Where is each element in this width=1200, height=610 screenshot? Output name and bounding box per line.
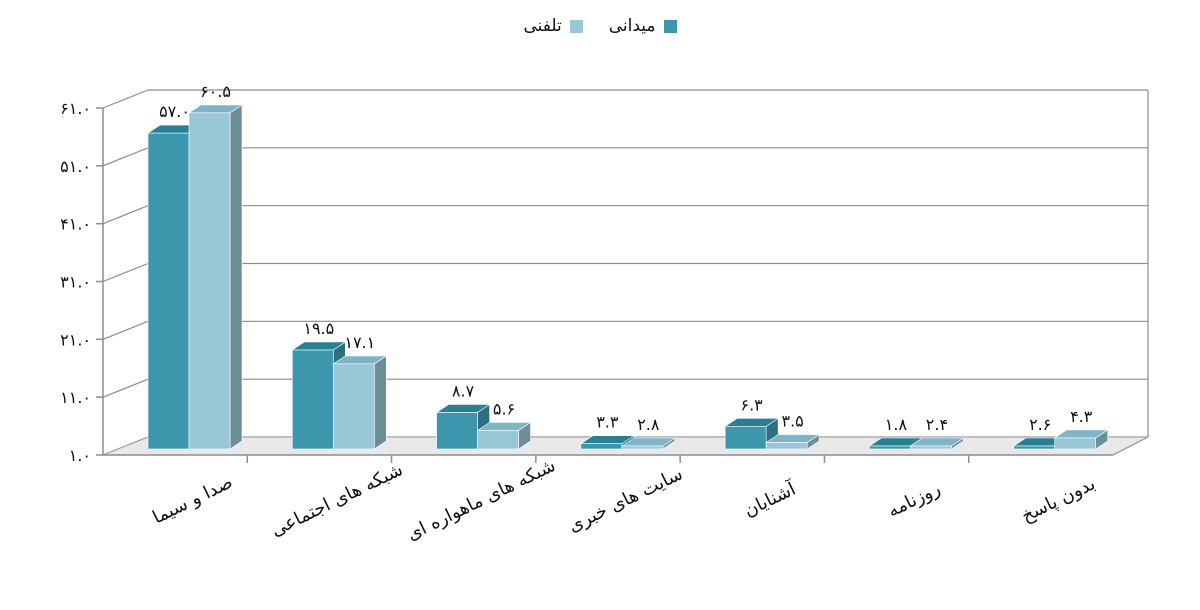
data-label: ۶۰.۵ — [200, 82, 231, 101]
x-category-label: آشنایان — [740, 476, 800, 521]
data-label: ۱۷.۱ — [344, 333, 375, 352]
data-label: ۳.۳ — [596, 413, 619, 432]
data-label: ۲.۸ — [637, 415, 660, 434]
x-category-label: سایت های خبری — [565, 463, 686, 536]
data-label: ۴.۳ — [1070, 407, 1093, 426]
bar-front-face — [1013, 445, 1056, 450]
bar-telephone — [620, 437, 676, 450]
gridline-side — [102, 262, 149, 283]
data-label: ۱۹.۵ — [303, 319, 334, 338]
x-category-label: بدون پاسخ — [1018, 473, 1098, 527]
bar-telephone — [1053, 429, 1109, 450]
bar-front-face — [724, 426, 767, 450]
bar-front-face — [1054, 437, 1097, 450]
legend-swatch-field — [663, 19, 677, 33]
data-label: ۱.۸ — [885, 415, 908, 434]
bar-front-face — [188, 112, 231, 450]
data-label: ۲.۴ — [926, 415, 948, 434]
bar-front-face — [765, 442, 808, 450]
gridline-side — [102, 89, 149, 109]
legend-label-telephone: تلفنی — [523, 16, 562, 36]
y-tick-label: ۵۱.۰ — [60, 157, 91, 176]
legend-item-field: میدانی — [609, 16, 677, 36]
bar-front-face — [580, 443, 623, 450]
gridline-side — [102, 205, 149, 225]
data-label: ۲.۶ — [1029, 415, 1051, 434]
bar-front-face — [332, 363, 375, 450]
bar-side-face — [229, 104, 243, 450]
bar-front-face — [910, 445, 952, 450]
bar-telephone — [765, 433, 821, 450]
floor-right-edge — [1112, 436, 1149, 456]
y-tick-label: ۲۱.۰ — [60, 330, 91, 349]
y-tick-label: ۱.۰ — [69, 446, 91, 465]
bar-telephone — [188, 104, 243, 450]
y-tick-label: ۶۱.۰ — [60, 99, 91, 118]
bar-front-face — [621, 445, 664, 450]
legend-swatch-telephone — [569, 19, 583, 33]
y-tick-label: ۴۱.۰ — [60, 215, 91, 234]
gridline-side — [102, 147, 149, 167]
data-label: ۵۷.۰ — [159, 102, 190, 121]
bar-telephone — [476, 421, 532, 450]
data-label: ۵.۶ — [493, 399, 515, 418]
bar-front-face — [477, 430, 519, 450]
y-tick-label: ۱۱.۰ — [60, 388, 91, 407]
legend: تلفنی میدانی — [0, 16, 1200, 36]
bar-front-face — [147, 132, 190, 450]
x-category-label: صدا و سیما — [149, 472, 236, 529]
gridline-side — [102, 378, 149, 398]
y-tick-label: ۳۱.۰ — [60, 273, 91, 292]
data-label: ۸.۷ — [452, 381, 475, 400]
bar-front-face — [291, 349, 334, 450]
data-label: ۶.۳ — [741, 395, 764, 414]
bar-front-face — [436, 412, 478, 450]
gridline-side — [102, 320, 149, 340]
x-category-label: شبکه های اجتماعی — [268, 459, 406, 541]
bar-field — [724, 417, 780, 450]
bar-telephone — [909, 437, 965, 450]
legend-label-field: میدانی — [608, 16, 656, 36]
bar-front-face — [869, 445, 911, 450]
data-label: ۳.۵ — [782, 412, 804, 431]
x-category-label: شبکه های ماهواره ای — [404, 455, 559, 545]
x-category-label: روزنامه — [884, 478, 943, 521]
bar-telephone — [332, 355, 388, 450]
bar-side-face — [373, 355, 387, 450]
legend-item-telephone: تلفنی — [523, 16, 583, 36]
